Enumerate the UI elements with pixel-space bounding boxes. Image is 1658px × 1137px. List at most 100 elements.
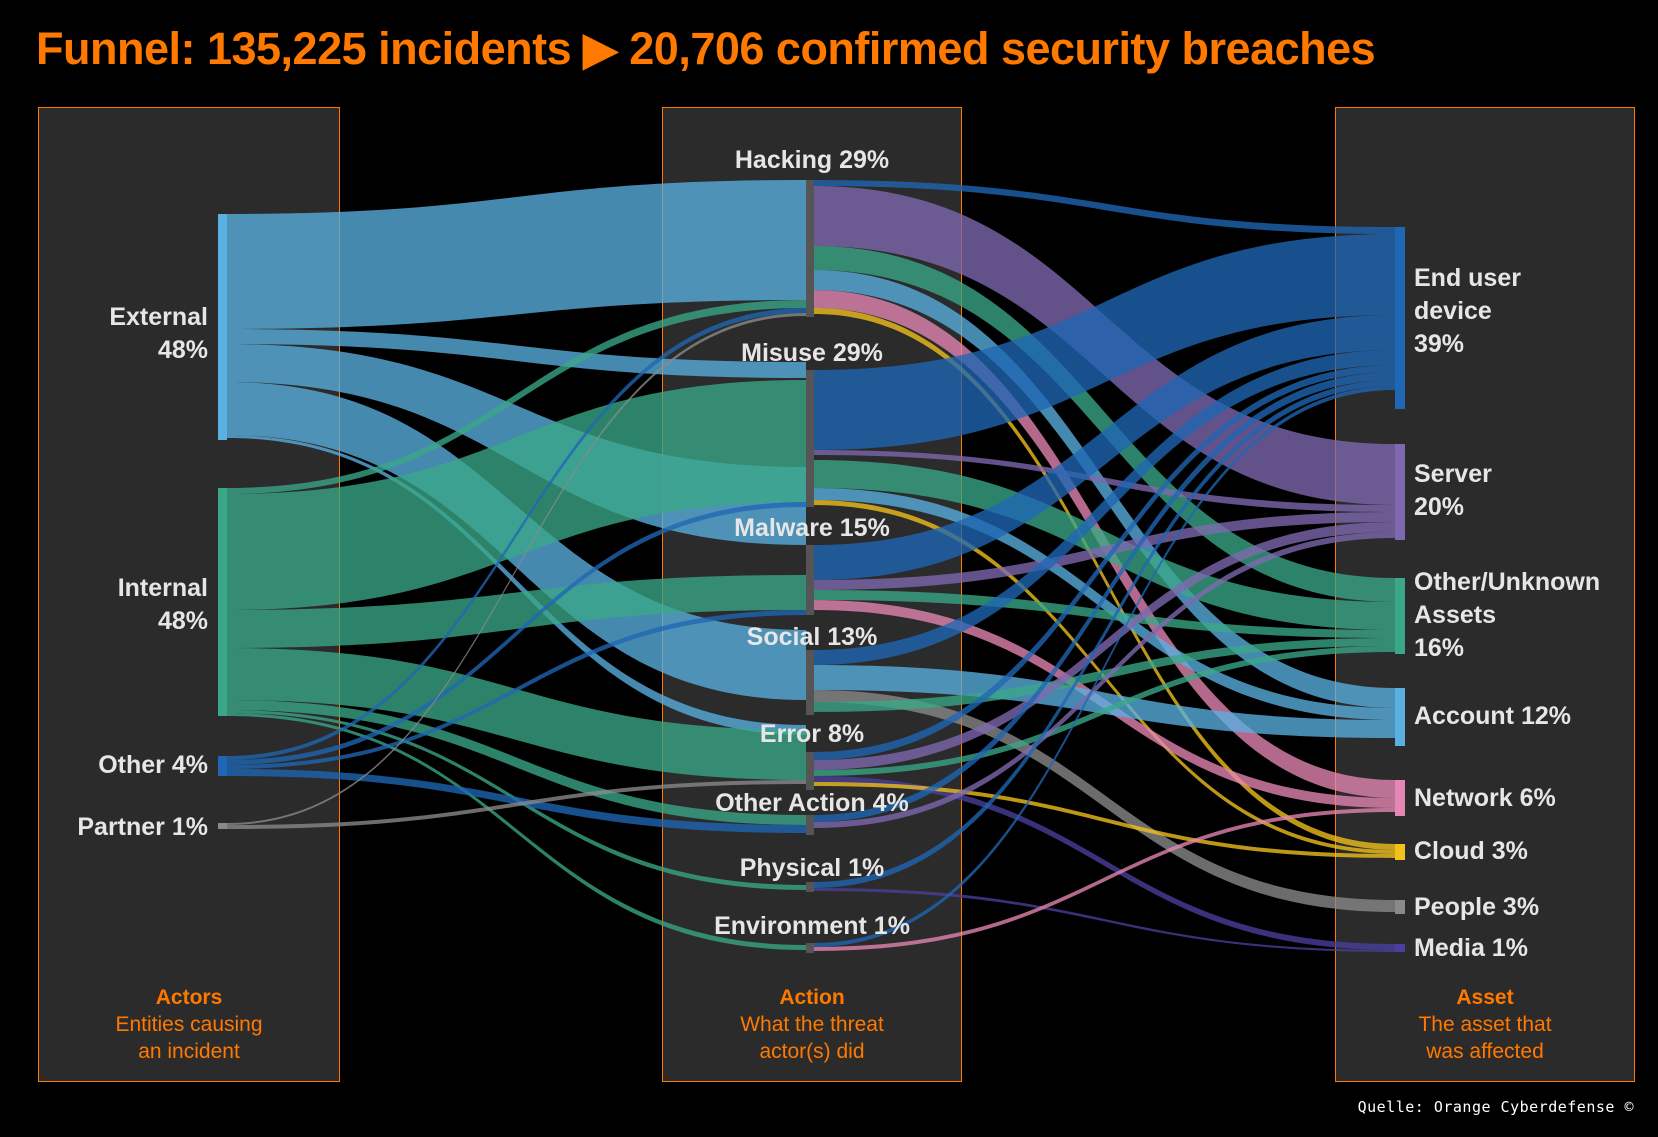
environment-to-network <box>814 808 1395 951</box>
social-to-people <box>814 690 1395 912</box>
asset-caption-line2: was affected <box>1426 1040 1544 1063</box>
physical-to-enduser <box>814 380 1395 888</box>
asset-network-label: Network 6% <box>1414 784 1556 812</box>
asset-caption: Asset The asset that was affected <box>1335 984 1635 1065</box>
actor-external-pct: 48% <box>157 336 208 364</box>
node-other-asset <box>1395 578 1405 654</box>
node-social <box>806 650 814 715</box>
node-physical <box>806 882 814 892</box>
misuse-to-account <box>814 488 1395 720</box>
asset-enduser-line2: device <box>1414 297 1492 325</box>
error-to-server <box>814 522 1395 770</box>
actor-partner-label: Partner 1% <box>77 813 208 841</box>
asset-other-line2: Assets <box>1414 601 1496 629</box>
other-actor-to-hacking <box>227 308 806 760</box>
malware-to-enduser <box>814 315 1395 580</box>
error-to-enduser <box>814 365 1395 760</box>
asset-other-line3: 16% <box>1414 634 1465 662</box>
hacking-to-enduser <box>814 180 1395 234</box>
other-action-to-server <box>814 532 1395 828</box>
asset-enduser-label: End user device 39% <box>1414 262 1521 361</box>
hacking-to-other <box>814 246 1395 602</box>
page-title: Funnel: 135,225 incidents ▶ 20,706 confi… <box>36 23 1376 74</box>
asset-other-line1: Other/Unknown <box>1414 568 1601 596</box>
node-other-actor <box>218 756 227 776</box>
action-caption: Action What the threat actor(s) did <box>662 984 962 1065</box>
other-actor-to-social <box>227 610 806 769</box>
sankey-flows <box>227 180 1395 952</box>
asset-enduser-line3: 39% <box>1414 330 1465 358</box>
source-credit: Quelle: Orange Cyberdefense © <box>1357 1098 1634 1116</box>
malware-to-other <box>814 590 1395 638</box>
error-to-other <box>814 646 1395 776</box>
error-to-cloud <box>814 782 1395 858</box>
actor-other-label: Other 4% <box>98 751 208 779</box>
asset-server-label: Server 20% <box>1414 458 1492 524</box>
social-to-enduser <box>814 350 1395 665</box>
actors-caption-line1: Entities causing <box>115 1013 263 1036</box>
social-to-other <box>814 638 1395 712</box>
actor-internal-pct: 48% <box>157 607 208 635</box>
actors-caption-line2: an incident <box>138 1040 240 1063</box>
external-to-hacking <box>227 180 806 329</box>
misuse-to-enduser <box>814 234 1395 450</box>
node-internal <box>218 488 227 716</box>
actors-caption-title: Actors <box>155 986 223 1009</box>
node-error <box>806 752 814 790</box>
asset-enduser-line1: End user <box>1414 264 1521 292</box>
node-hacking <box>806 180 814 317</box>
external-to-error <box>227 435 806 735</box>
asset-caption-title: Asset <box>1456 986 1514 1009</box>
sankey-nodes <box>218 180 1405 953</box>
node-enduser <box>1395 227 1405 409</box>
internal-to-malware <box>227 575 806 648</box>
social-to-account <box>814 665 1395 738</box>
internal-to-hacking <box>227 300 806 494</box>
actors-caption: Actors Entities causing an incident <box>38 984 340 1065</box>
asset-people-label: People 3% <box>1414 893 1540 921</box>
action-malware-label: Malware 15% <box>734 514 890 542</box>
node-environment <box>806 943 814 953</box>
external-to-misuse <box>227 329 806 378</box>
action-caption-title: Action <box>779 986 845 1009</box>
internal-to-environment <box>227 713 806 950</box>
node-server <box>1395 444 1405 540</box>
action-caption-line1: What the threat <box>740 1013 884 1036</box>
action-physical-label: Physical 1% <box>739 854 885 882</box>
asset-account-label: Account 12% <box>1414 702 1571 730</box>
asset-media-label: Media 1% <box>1414 934 1528 962</box>
asset-server-line2: 20% <box>1414 493 1465 521</box>
actor-internal-label: Internal 48% <box>118 572 208 638</box>
internal-to-misuse <box>227 380 806 610</box>
actor-internal-name: Internal <box>117 574 208 602</box>
partner-to-error <box>227 780 806 829</box>
action-other-label: Other Action 4% <box>715 789 909 817</box>
node-misuse <box>806 370 814 507</box>
action-social-label: Social 13% <box>746 623 878 651</box>
internal-to-error <box>227 648 806 780</box>
node-network <box>1395 780 1405 816</box>
internal-to-other <box>227 700 806 825</box>
partner-to-hacking <box>227 313 806 825</box>
asset-caption-line1: The asset that <box>1418 1013 1552 1036</box>
actor-external-name: External <box>109 303 208 331</box>
asset-server-line1: Server <box>1414 460 1492 488</box>
node-partner <box>218 823 227 829</box>
asset-other-label: Other/Unknown Assets 16% <box>1414 566 1600 665</box>
action-misuse-label: Misuse 29% <box>741 339 883 367</box>
action-environment-label: Environment 1% <box>714 912 910 940</box>
actor-external-label: External 48% <box>109 301 208 367</box>
error-to-media <box>814 776 1395 950</box>
hacking-to-cloud <box>814 308 1395 850</box>
hacking-to-account <box>814 270 1395 708</box>
asset-cloud-label: Cloud 3% <box>1414 837 1528 865</box>
node-account <box>1395 688 1405 746</box>
node-other-action <box>806 815 814 835</box>
action-error-label: Error 8% <box>759 720 865 748</box>
node-people <box>1395 900 1405 914</box>
other-actor-to-other <box>227 769 806 833</box>
other-action-to-enduser <box>814 372 1395 822</box>
action-hacking-label: Hacking 29% <box>734 146 890 174</box>
node-malware <box>806 545 814 615</box>
node-external <box>218 214 227 440</box>
